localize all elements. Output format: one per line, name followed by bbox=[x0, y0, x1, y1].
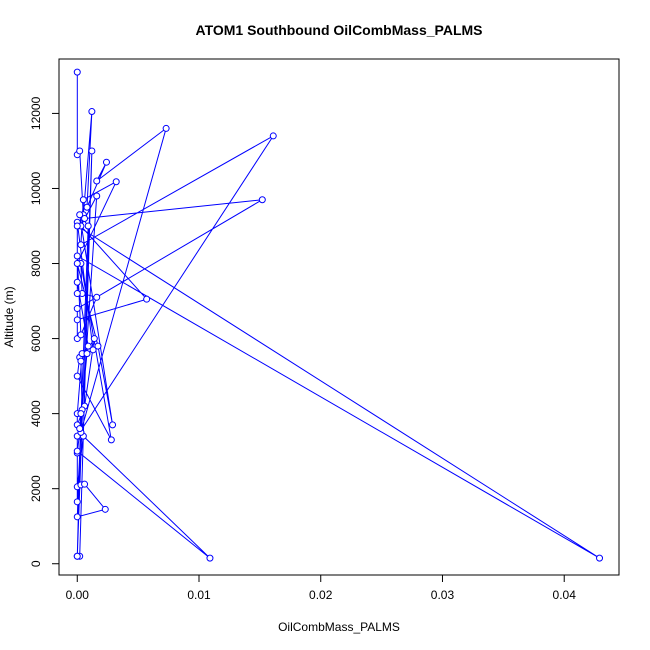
data-point bbox=[73, 372, 81, 380]
data-point bbox=[102, 158, 110, 166]
data-point bbox=[73, 513, 81, 521]
data-point bbox=[73, 552, 81, 560]
data-point bbox=[73, 222, 81, 230]
data-point bbox=[77, 241, 85, 249]
data-point bbox=[94, 342, 102, 350]
data-point bbox=[84, 222, 92, 230]
data-point bbox=[77, 410, 85, 418]
y-axis-label: Altitude (m) bbox=[2, 286, 16, 347]
data-point bbox=[81, 214, 89, 222]
data-point bbox=[79, 196, 87, 204]
y-tick-label: 6000 bbox=[29, 325, 43, 352]
data-point bbox=[73, 68, 81, 76]
data-point bbox=[109, 421, 117, 429]
data-point bbox=[89, 346, 97, 354]
x-axis: 0.00 0.01 0.02 0.03 0.04 bbox=[66, 574, 577, 602]
y-tick-label: 2000 bbox=[29, 475, 43, 502]
data-point bbox=[73, 447, 81, 455]
data-point bbox=[81, 480, 89, 488]
data-point bbox=[73, 260, 81, 268]
data-point bbox=[206, 554, 214, 562]
y-tick-label: 0 bbox=[29, 560, 43, 567]
y-tick-label: 12000 bbox=[29, 96, 43, 130]
data-point bbox=[112, 178, 120, 186]
data-point bbox=[90, 335, 98, 343]
data-point bbox=[269, 132, 277, 140]
y-axis: 0 2000 4000 6000 8000 10000 12000 bbox=[29, 96, 60, 567]
data-point bbox=[76, 425, 84, 433]
x-axis-label: OilCombMass_PALMS bbox=[278, 620, 400, 634]
data-point bbox=[93, 192, 101, 200]
y-tick-label: 4000 bbox=[29, 400, 43, 427]
data-point bbox=[73, 498, 81, 506]
x-tick-label: 0.03 bbox=[431, 588, 455, 602]
x-tick-label: 0.02 bbox=[309, 588, 333, 602]
data-point bbox=[73, 278, 81, 286]
y-tick-label: 10000 bbox=[29, 171, 43, 205]
data-point bbox=[73, 252, 81, 260]
data-point bbox=[83, 203, 91, 211]
data-point bbox=[76, 147, 84, 155]
data-point bbox=[73, 316, 81, 324]
data-point bbox=[88, 108, 96, 116]
data-point bbox=[107, 436, 115, 444]
data-point bbox=[258, 196, 266, 204]
chart-title: ATOM1 Southbound OilCombMass_PALMS bbox=[196, 22, 483, 38]
data-point bbox=[77, 357, 85, 365]
x-tick-label: 0.00 bbox=[66, 588, 90, 602]
data-point bbox=[101, 505, 109, 513]
data-point bbox=[77, 331, 85, 339]
data-point bbox=[596, 554, 604, 562]
data-points bbox=[73, 68, 604, 562]
data-point bbox=[84, 342, 92, 350]
data-point bbox=[73, 305, 81, 313]
y-tick-label: 8000 bbox=[29, 250, 43, 277]
x-tick-label: 0.01 bbox=[187, 588, 211, 602]
data-point bbox=[93, 293, 101, 301]
data-point bbox=[88, 147, 96, 155]
data-point bbox=[143, 295, 151, 303]
data-point bbox=[73, 290, 81, 298]
data-point bbox=[93, 177, 101, 185]
data-point bbox=[83, 350, 91, 358]
data-point bbox=[162, 124, 170, 132]
x-tick-label: 0.04 bbox=[553, 588, 577, 602]
data-point bbox=[76, 211, 84, 219]
